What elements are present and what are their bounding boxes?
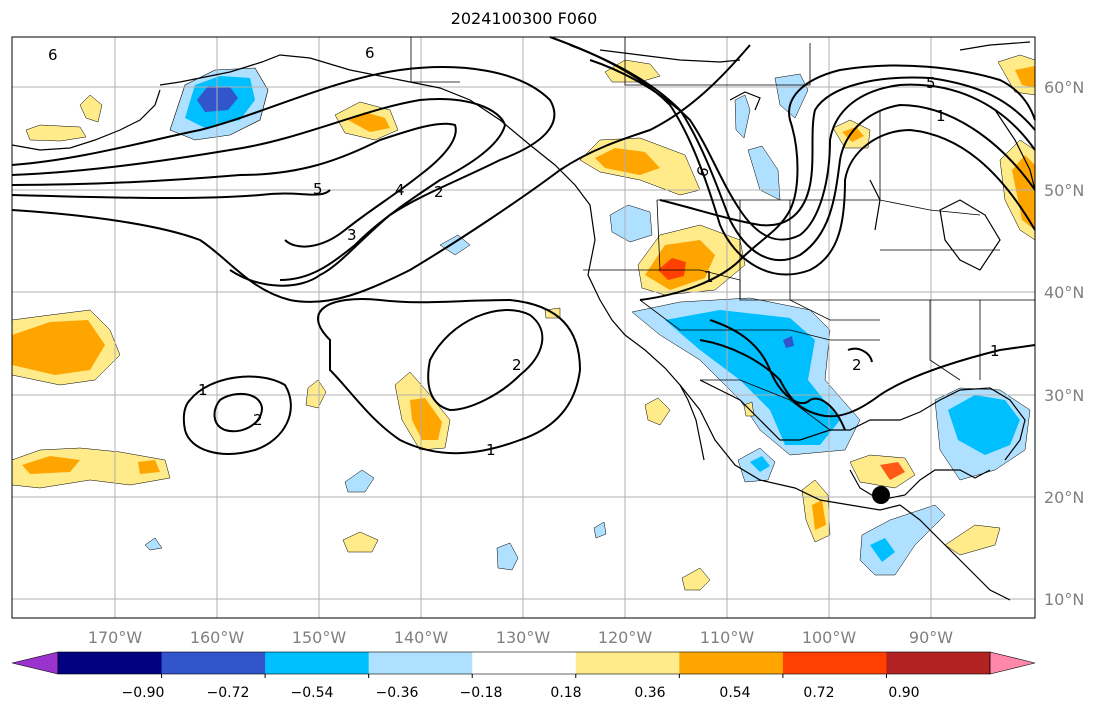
contour-label: 2 [434, 183, 444, 201]
lat-label: 60°N [1044, 78, 1084, 97]
colorbar-segment [58, 652, 163, 674]
colorbar-labels: −0.90 −0.72 −0.54 −0.36 −0.18 0.18 0.36 … [122, 685, 920, 701]
colorbar-segment [161, 652, 266, 674]
contour-label: 2 [852, 356, 862, 374]
lon-label: 160°W [190, 628, 245, 647]
longitude-labels: 170°W 160°W 150°W 140°W 130°W 120°W 110°… [88, 628, 953, 647]
contour-label: 1 [990, 342, 1000, 360]
contour-label: 6 [365, 44, 375, 62]
colorbar-tick-label: −0.18 [460, 685, 503, 701]
lat-label: 20°N [1044, 488, 1084, 507]
location-marker [872, 486, 890, 504]
colorbar-segment [265, 652, 370, 674]
political-borders [410, 37, 1035, 431]
colorbar-tick-label: 0.18 [550, 685, 581, 701]
colorbar-tick-label: −0.54 [291, 685, 334, 701]
colorbar-tick-label: 0.36 [634, 685, 665, 701]
colorbar-tick-label: 0.72 [803, 685, 834, 701]
colorbar-tick-label: −0.72 [207, 685, 250, 701]
lon-label: 120°W [598, 628, 653, 647]
lon-label: 150°W [292, 628, 347, 647]
contour-label: 1 [198, 381, 208, 399]
colorbar-frame [57, 651, 991, 675]
colorbar-segment [679, 652, 784, 674]
contour-label: 1 [704, 268, 714, 286]
colorbar-segment [575, 652, 680, 674]
colorbar-tick-label: −0.36 [376, 685, 419, 701]
colorbar-segment [472, 652, 577, 674]
contour-label: 5 [313, 180, 323, 198]
contour-label: 2 [512, 356, 522, 374]
contour-label: 5 [926, 74, 936, 92]
lat-label: 10°N [1044, 590, 1084, 609]
contour-label: 2 [253, 411, 263, 429]
contour-label: 6 [48, 46, 58, 64]
lat-label: 30°N [1044, 386, 1084, 405]
contour-label: 4 [395, 181, 405, 199]
anomaly-shading [11, 54, 1036, 591]
lat-label: 40°N [1044, 283, 1084, 302]
contour-label: 1 [936, 107, 946, 125]
lon-label: 140°W [394, 628, 449, 647]
coastlines [11, 41, 1036, 601]
colorbar-tick-label: −0.90 [122, 685, 165, 701]
lat-label: 50°N [1044, 181, 1084, 200]
contour-lines [11, 36, 1036, 455]
colorbar [11, 651, 1036, 678]
map-title: 2024100300 F060 [450, 9, 598, 28]
colorbar-segment [368, 652, 473, 674]
colorbar-tick-label: 0.54 [719, 685, 750, 701]
colorbar-segment [886, 652, 991, 674]
lon-label: 130°W [496, 628, 551, 647]
lon-label: 90°W [909, 628, 953, 647]
colorbar-tick-label: 0.90 [888, 685, 919, 701]
lon-label: 170°W [88, 628, 143, 647]
graticule [12, 37, 1035, 618]
colorbar-segment [782, 652, 887, 674]
lon-label: 110°W [700, 628, 755, 647]
colorbar-extend-high [989, 651, 1036, 675]
latitude-labels: 60°N 50°N 40°N 30°N 20°N 10°N [1044, 78, 1084, 609]
contour-label: 1 [486, 441, 496, 459]
contour-label: 3 [347, 226, 357, 244]
map-frame [11, 36, 1036, 619]
lon-label: 100°W [802, 628, 857, 647]
contour-labels: 6 6 6 5 5 4 3 2 2 2 2 1 1 1 1 1 [48, 44, 1000, 459]
colorbar-extend-low [11, 651, 59, 675]
